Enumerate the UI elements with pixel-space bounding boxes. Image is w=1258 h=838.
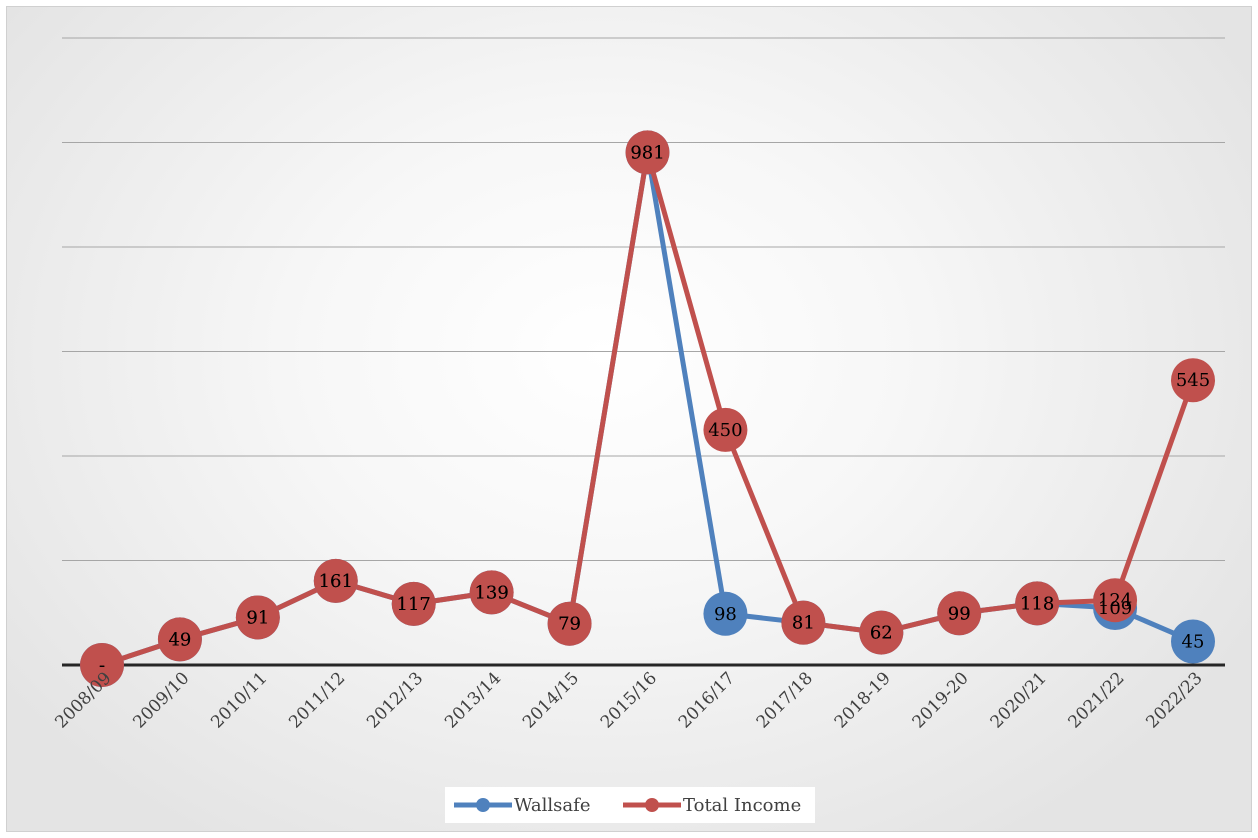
legend-marker-total-income <box>645 798 659 812</box>
data-point-total-income <box>313 558 358 603</box>
data-point-total-income <box>80 643 124 687</box>
data-point-wallsafe <box>703 591 748 636</box>
legend-label-wallsafe: Wallsafe <box>514 795 590 816</box>
data-label-wallsafe: 79 <box>558 614 581 635</box>
data-point-total-income <box>859 610 904 655</box>
data-label-wallsafe: 81 <box>792 613 815 634</box>
data-label-wallsafe: 49 <box>168 629 191 650</box>
data-point-total-income <box>1171 358 1215 403</box>
x-tick-label: 2010/11 <box>207 668 271 732</box>
data-point-total-income <box>625 130 670 175</box>
data-label-total-income: 124 <box>1098 590 1132 611</box>
data-label-wallsafe: 139 <box>474 582 508 603</box>
data-label-total-income: 62 <box>870 623 893 644</box>
legend-marker-wallsafe <box>476 798 490 812</box>
x-tick-label: 2008/09 <box>51 668 115 732</box>
legend-label-total-income: Total Income <box>683 795 801 816</box>
data-label-total-income: 91 <box>246 607 269 628</box>
x-tick-label: 2016/17 <box>675 668 739 732</box>
data-point-wallsafe <box>1171 619 1215 664</box>
data-label-wallsafe: 91 <box>246 607 269 628</box>
data-point-total-income <box>781 600 826 645</box>
data-point-total-income <box>235 595 280 640</box>
data-label-wallsafe: 117 <box>397 594 431 615</box>
x-tick-label: 2014/15 <box>519 668 583 732</box>
x-tick-label: 2019-20 <box>909 668 973 732</box>
data-point-total-income <box>1093 578 1138 623</box>
data-label-wallsafe: - <box>99 655 105 676</box>
data-label-total-income: - <box>99 655 105 676</box>
data-label-total-income: 117 <box>397 594 431 615</box>
data-label-wallsafe: 981 <box>630 142 664 163</box>
data-label-total-income: 139 <box>474 582 508 603</box>
x-tick-label: 2009/10 <box>129 668 193 732</box>
legend: Wallsafe Total Income <box>445 787 815 823</box>
data-label-wallsafe: 99 <box>948 603 971 624</box>
data-point-total-income <box>1015 581 1060 626</box>
data-point-total-income <box>157 617 202 662</box>
x-tick-label: 2017/18 <box>753 668 817 732</box>
x-tick-label: 2022/23 <box>1142 668 1206 732</box>
data-label-total-income: 545 <box>1176 370 1210 391</box>
x-tick-label: 2013/14 <box>441 668 505 732</box>
x-tick-label: 2015/16 <box>597 668 661 732</box>
data-label-total-income: 99 <box>948 603 971 624</box>
data-label-wallsafe: 109 <box>1098 598 1132 619</box>
data-point-total-income <box>391 581 436 626</box>
x-tick-label: 2012/13 <box>363 668 427 732</box>
x-tick-label: 2011/12 <box>285 668 349 732</box>
x-tick-label: 2018-19 <box>831 668 895 732</box>
data-label-wallsafe: 161 <box>319 571 353 592</box>
data-label-total-income: 81 <box>792 613 815 634</box>
data-label-wallsafe: 98 <box>714 604 737 625</box>
series-group <box>80 130 1215 687</box>
chart-area: -49 91 161 117 139 79 981 98 81 62 99 118 109 45-49 91… <box>6 6 1252 832</box>
gridlines <box>62 37 1225 561</box>
data-point-total-income <box>937 591 982 636</box>
data-point-total-income <box>469 570 514 615</box>
data-label-total-income: 79 <box>558 614 581 635</box>
data-label-wallsafe: 45 <box>1182 631 1205 652</box>
data-label-total-income: 49 <box>168 629 191 650</box>
data-label-wallsafe: 62 <box>870 623 893 644</box>
x-axis-ticks: 2008/09 2009/10 2010/11 2011/12 2012/13 2013/… <box>51 668 1206 732</box>
data-label-total-income: 118 <box>1020 593 1054 614</box>
data-label-wallsafe: 118 <box>1020 593 1054 614</box>
data-point-total-income <box>703 407 748 452</box>
x-tick-label: 2021/22 <box>1065 668 1129 732</box>
data-label-total-income: 981 <box>630 142 664 163</box>
data-label-total-income: 450 <box>708 420 742 441</box>
x-tick-label: 2020/21 <box>987 668 1051 732</box>
data-label-total-income: 161 <box>319 571 353 592</box>
data-point-total-income <box>547 601 592 646</box>
